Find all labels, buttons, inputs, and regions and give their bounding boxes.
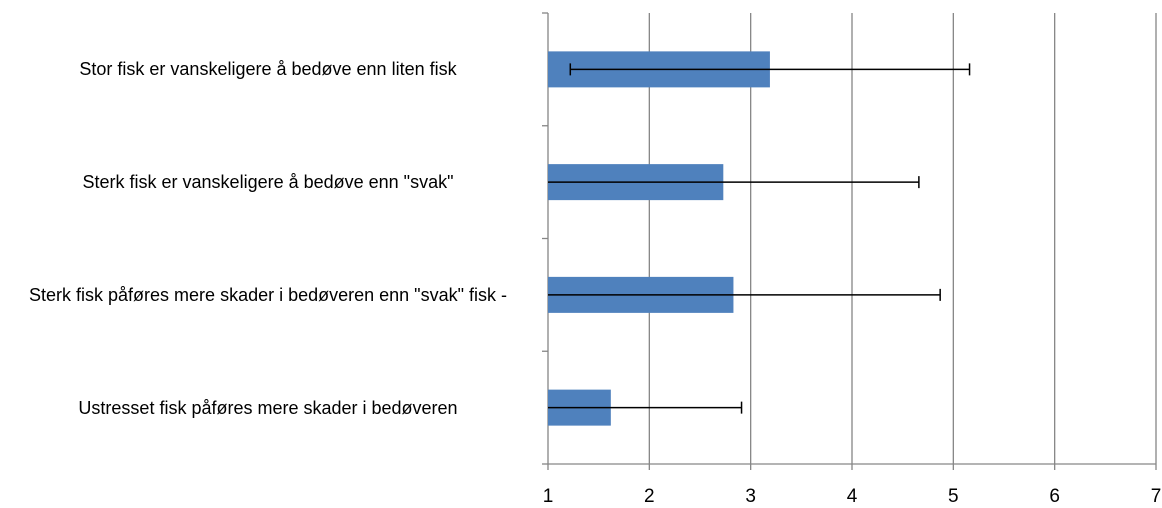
x-tick-label: 5	[948, 486, 959, 507]
x-tick-label: 1	[543, 486, 554, 507]
y-tick-label: Sterk fisk påføres mere skader i bedøver…	[29, 284, 507, 305]
y-tick-label: Stor fisk er vanskeligere å bedøve enn l…	[79, 59, 457, 80]
x-tick-label: 2	[644, 486, 655, 507]
x-tick-label: 7	[1151, 486, 1162, 507]
y-tick-label: Sterk fisk er vanskeligere å bedøve enn …	[82, 172, 454, 193]
y-tick-label: Ustresset fisk påføres mere skader i bed…	[78, 397, 458, 418]
error-bar	[548, 176, 920, 189]
error-bar	[548, 288, 941, 301]
x-tick-label: 4	[847, 486, 858, 507]
x-tick-label: 3	[745, 486, 756, 507]
error-bar	[569, 63, 971, 76]
error-bar	[548, 401, 743, 414]
error-bars	[548, 63, 971, 414]
x-tick-label: 6	[1049, 486, 1060, 507]
